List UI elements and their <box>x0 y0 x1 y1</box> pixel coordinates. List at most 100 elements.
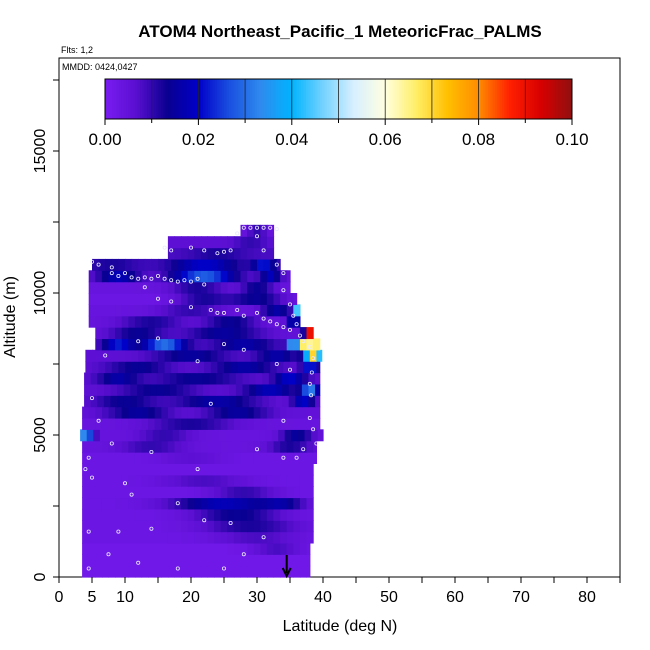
heatmap-cell <box>240 293 248 305</box>
heatmap-cell <box>115 463 123 476</box>
heatmap-cell <box>161 327 169 340</box>
colorbar-segment <box>485 79 489 119</box>
heatmap-cell <box>88 440 96 453</box>
heatmap-cell <box>233 270 242 283</box>
heatmap-cell <box>214 293 222 305</box>
heatmap <box>80 224 324 578</box>
colorbar-segment <box>214 79 218 119</box>
heatmap-cell <box>95 531 103 544</box>
heatmap-cell <box>214 440 222 453</box>
heatmap-cell <box>255 372 263 385</box>
heatmap-cell <box>286 417 294 430</box>
heatmap-cell <box>207 304 215 317</box>
heatmap-cell <box>266 315 275 328</box>
heatmap-cell <box>233 236 242 249</box>
heatmap-cell <box>286 327 294 340</box>
sample-point <box>228 521 233 526</box>
heatmap-cell <box>313 406 321 419</box>
heatmap-cell <box>92 258 100 271</box>
heatmap-cell <box>187 327 195 340</box>
colorbar-segment <box>382 79 386 119</box>
heatmap-cell <box>286 508 294 521</box>
heatmap-cell <box>134 440 143 453</box>
heatmap-cell <box>134 327 143 340</box>
heatmap-cell <box>101 315 110 328</box>
colorbar-segment <box>525 79 529 119</box>
colorbar-segment <box>156 79 160 119</box>
heatmap-cell <box>181 315 189 328</box>
colorbar-segment <box>469 79 473 119</box>
heatmap-cell <box>128 315 136 328</box>
heatmap-cell <box>247 463 255 476</box>
sample-point <box>109 271 114 276</box>
heatmap-cell <box>286 565 294 578</box>
colorbar-segment <box>191 79 195 119</box>
heatmap-cell <box>253 542 261 555</box>
sample-point <box>307 415 312 420</box>
heatmap-cell <box>266 236 275 249</box>
heatmap-cell <box>113 429 121 442</box>
heatmap-cell <box>141 531 149 544</box>
heatmap-cell <box>257 258 265 271</box>
heatmap-cell <box>207 520 215 533</box>
heatmap-cell <box>293 463 301 476</box>
heatmap-cell <box>101 565 110 578</box>
heatmap-cell <box>176 383 184 396</box>
heatmap-cell <box>183 383 191 396</box>
heatmap-cell <box>174 554 182 567</box>
heatmap-cell <box>214 338 222 351</box>
heatmap-cell <box>134 542 143 555</box>
heatmap-cell <box>95 486 103 499</box>
heatmap-cell <box>167 463 176 476</box>
heatmap-cell <box>167 531 176 544</box>
sample-point <box>169 278 174 283</box>
colorbar-segment <box>298 79 302 119</box>
sample-point <box>281 418 286 423</box>
heatmap-cell <box>218 429 226 442</box>
heatmap-cell <box>134 417 143 430</box>
heatmap-cell <box>282 372 290 385</box>
heatmap-cell <box>88 508 96 521</box>
colorbar-segment <box>347 79 351 119</box>
heatmap-cell <box>121 520 129 533</box>
heatmap-cell <box>220 474 228 487</box>
colorbar-segment <box>462 79 466 119</box>
heatmap-cell <box>115 304 123 317</box>
colorbar-segment <box>499 79 503 119</box>
heatmap-cell <box>260 531 268 544</box>
heatmap-cell <box>266 508 275 521</box>
heatmap-cell <box>128 486 136 499</box>
colorbar-tick-label: 0.02 <box>182 130 215 149</box>
heatmap-cell <box>115 497 123 510</box>
heatmap-cell <box>108 463 116 476</box>
heatmap-cell <box>128 554 136 567</box>
heatmap-cell <box>303 349 311 362</box>
heatmap-cell <box>200 452 209 464</box>
heatmap-cell <box>128 508 136 521</box>
heatmap-cell <box>286 315 294 328</box>
heatmap-cell <box>220 542 228 555</box>
heatmap-cell <box>154 486 162 499</box>
heatmap-cell <box>161 565 169 578</box>
heatmap-cell <box>217 349 225 362</box>
heatmap-cell <box>101 474 110 487</box>
colorbar-segment <box>252 79 255 119</box>
heatmap-cell <box>227 247 235 260</box>
sample-point <box>208 307 213 312</box>
heatmap-cell <box>240 486 248 499</box>
heatmap-cell <box>141 327 149 340</box>
heatmap-cell <box>154 270 162 283</box>
heatmap-cell <box>253 440 261 453</box>
heatmap-cell <box>177 258 185 271</box>
heatmap-cell <box>115 327 123 340</box>
heatmap-cell <box>266 497 275 510</box>
heatmap-cell <box>82 531 90 544</box>
colorbar-segment <box>329 79 332 119</box>
heatmap-cell <box>82 452 90 464</box>
heatmap-cell <box>194 281 202 294</box>
heatmap-cell <box>176 372 184 385</box>
heatmap-cell <box>148 304 156 317</box>
colorbar-segment <box>518 79 522 119</box>
colorbar-segment <box>142 79 146 119</box>
